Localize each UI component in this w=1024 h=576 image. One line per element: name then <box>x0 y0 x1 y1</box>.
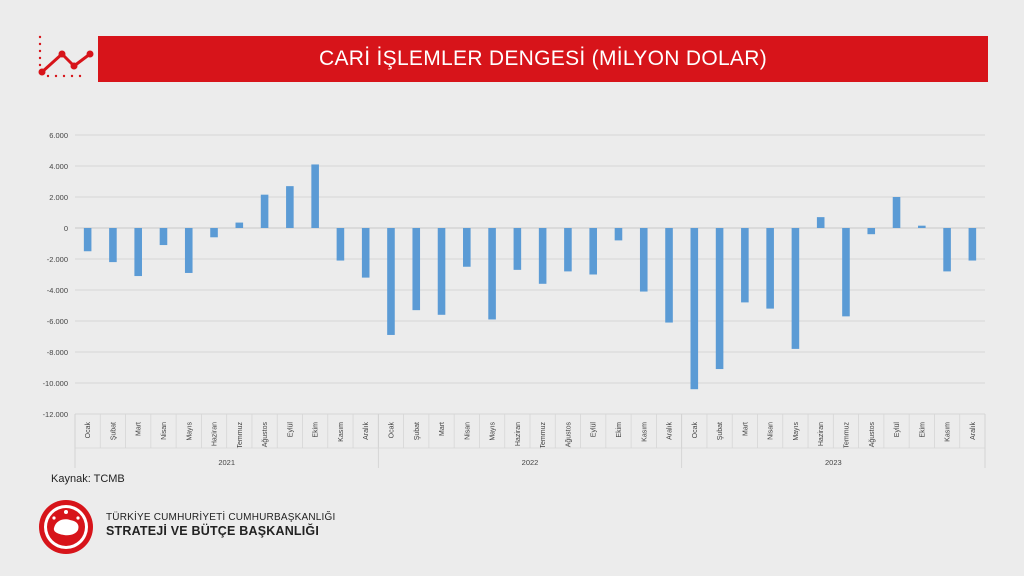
bar <box>766 228 774 309</box>
x-tick-label: Mayıs <box>793 422 800 441</box>
bar <box>134 228 142 277</box>
x-tick-label: Ocak <box>388 422 395 439</box>
x-tick-label: Nisan <box>161 422 168 440</box>
bar <box>311 164 319 228</box>
bar <box>361 228 370 278</box>
bar <box>260 194 269 228</box>
bar <box>892 197 901 228</box>
org-name-line1: TÜRKİYE CUMHURİYETİ CUMHURBAŞKANLIĞI <box>106 512 336 523</box>
chart-title: CARİ İŞLEMLER DENGESİ (MİLYON DOLAR) <box>319 47 767 70</box>
x-tick-label: Nisan <box>464 422 471 440</box>
x-tick-label: Ağustos <box>565 422 572 448</box>
title-banner: CARİ İŞLEMLER DENGESİ (MİLYON DOLAR) <box>98 36 988 82</box>
bar <box>286 186 294 228</box>
bar <box>867 228 876 235</box>
x-tick-label: Haziran <box>818 422 825 446</box>
x-tick-label: Ağustos <box>869 422 876 448</box>
government-seal-icon <box>39 500 93 554</box>
bar <box>665 228 673 323</box>
bar <box>437 228 446 315</box>
x-tick-label: Kasım <box>338 422 345 442</box>
bar <box>690 228 699 390</box>
y-tick-label: 6.000 <box>49 131 68 140</box>
x-tick-label: Mart <box>439 422 446 436</box>
x-tick-label: Ekim <box>919 422 926 438</box>
bar <box>184 228 193 273</box>
bar <box>918 225 926 228</box>
x-tick-label: Eylül <box>287 422 294 438</box>
year-label: 2022 <box>522 458 539 467</box>
x-tick-label: Eylül <box>591 422 598 438</box>
bar <box>235 222 244 228</box>
y-tick-label: 2.000 <box>49 193 68 202</box>
x-tick-label: Ağustos <box>262 422 269 448</box>
x-tick-label: Şubat <box>717 422 724 440</box>
bar <box>412 228 421 311</box>
x-tick-label: Temmuz <box>843 422 850 449</box>
x-tick-label: Ocak <box>85 422 92 439</box>
y-tick-label: 0 <box>64 224 68 233</box>
y-tick-label: -10.000 <box>43 379 68 388</box>
x-tick-label: Ocak <box>692 422 699 439</box>
x-tick-label: Haziran <box>212 422 219 446</box>
bar <box>816 217 825 228</box>
x-tick-label: Temmuz <box>540 422 547 449</box>
bar <box>842 228 850 317</box>
x-tick-label: Kasım <box>641 422 648 442</box>
bar <box>741 228 749 303</box>
bar <box>513 228 522 270</box>
bar <box>564 228 572 272</box>
bar <box>791 228 800 349</box>
year-label: 2021 <box>218 458 235 467</box>
x-tick-label: Haziran <box>515 422 522 446</box>
x-tick-label: Temmuz <box>237 422 244 449</box>
bar <box>210 228 218 238</box>
y-tick-label: -4.000 <box>47 286 68 295</box>
bar <box>589 228 597 275</box>
bar <box>83 228 92 252</box>
x-tick-label: Eylül <box>894 422 901 438</box>
x-tick-label: Aralık <box>363 422 370 440</box>
bar <box>715 228 724 370</box>
x-tick-label: Aralık <box>970 422 977 440</box>
x-tick-label: Nisan <box>768 422 775 440</box>
x-tick-label: Ekim <box>313 422 320 438</box>
bar <box>943 228 951 272</box>
bar <box>538 228 547 284</box>
x-tick-label: Mayıs <box>490 422 497 441</box>
org-name-line2: STRATEJİ VE BÜTÇE BAŞKANLIĞI <box>106 524 320 538</box>
x-tick-label: Mart <box>742 422 749 436</box>
bar <box>109 228 117 263</box>
x-tick-label: Ekim <box>616 422 623 438</box>
x-tick-label: Mart <box>136 422 143 436</box>
bar <box>639 228 648 292</box>
y-tick-label: -8.000 <box>47 348 68 357</box>
x-tick-label: Aralık <box>667 422 674 440</box>
y-tick-label: -12.000 <box>43 410 68 419</box>
x-tick-label: Şubat <box>414 422 421 440</box>
line-chart-icon <box>38 35 94 78</box>
bar <box>614 228 623 241</box>
bar <box>336 228 345 261</box>
bar <box>159 228 168 246</box>
bar <box>968 228 977 261</box>
bar <box>463 228 471 267</box>
x-tick-label: Şubat <box>110 422 117 440</box>
y-tick-label: 4.000 <box>49 162 68 171</box>
y-tick-label: -6.000 <box>47 317 68 326</box>
y-tick-label: -2.000 <box>47 255 68 264</box>
bar <box>387 228 395 335</box>
x-tick-label: Kasım <box>945 422 952 442</box>
x-tick-label: Mayıs <box>186 422 193 441</box>
source-note: Kaynak: TCMB <box>51 473 125 485</box>
year-label: 2023 <box>825 458 842 467</box>
bar <box>488 228 496 320</box>
